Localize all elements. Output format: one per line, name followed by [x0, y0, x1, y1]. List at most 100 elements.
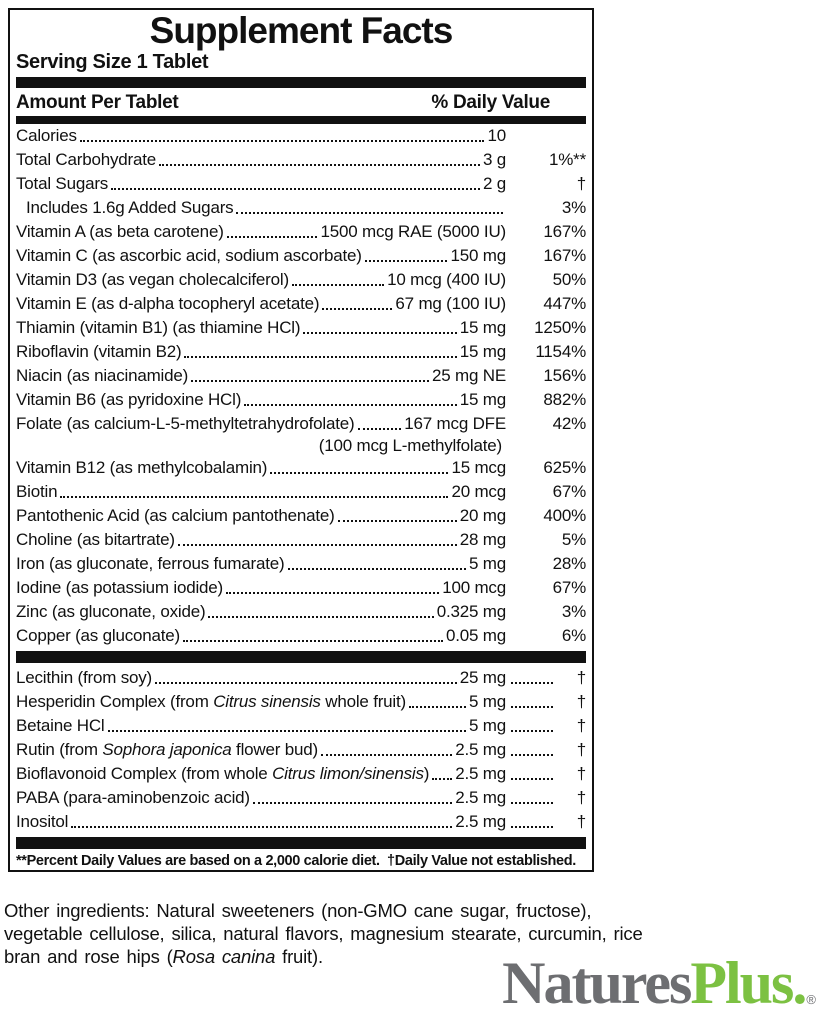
nutrient-name: Riboflavin (vitamin B2)	[16, 342, 182, 361]
nutrient-name: Includes 1.6g Added Sugars	[26, 198, 234, 217]
dot-leader	[71, 826, 453, 828]
nutrient-name: PABA (para-aminobenzoic acid)	[16, 788, 250, 807]
nutrient-daily-value: 167%	[543, 246, 586, 265]
section-divider	[16, 77, 586, 88]
nutrient-daily-value: 28%	[552, 554, 587, 573]
nutrient-amount: 100 mcg	[442, 578, 506, 597]
nutrient-daily-value: †	[576, 740, 586, 759]
nutrient-daily-value: 882%	[543, 390, 586, 409]
nutrient-name: Bioflavonoid Complex (from whole Citrus …	[16, 764, 430, 783]
nutrient-row: Vitamin D3 (as vegan cholecalciferol) 10…	[16, 268, 586, 292]
dot-leader-mid	[511, 706, 553, 708]
dot-leader	[364, 260, 448, 262]
nutrient-row: Vitamin C (as ascorbic acid, sodium asco…	[16, 244, 586, 268]
nutrient-amount: 0.05 mg	[445, 626, 506, 645]
nutrient-name: Pantothenic Acid (as calcium pantothenat…	[16, 506, 335, 525]
nutrient-amount: 5 mg	[469, 692, 506, 711]
nutrient-daily-value: †	[576, 692, 586, 711]
nutrient-daily-value: 1250%	[534, 318, 586, 337]
nutrient-amount: 2.5 mg	[455, 788, 506, 807]
nutrient-amount: 15 mg	[459, 342, 506, 361]
nutrient-daily-value: †	[576, 788, 586, 807]
nutrient-rows-main: Calories 10 Total Carbohydrate 3 g 1%** …	[16, 124, 586, 648]
dot-leader	[177, 544, 457, 546]
nutrient-row: Bioflavonoid Complex (from whole Citrus …	[16, 762, 586, 786]
nutrient-name: Vitamin D3 (as vegan cholecalciferol)	[16, 270, 289, 289]
nutrient-row: Vitamin B6 (as pyridoxine HCl) 15 mg 882…	[16, 388, 586, 412]
dot-leader-mid	[511, 778, 553, 780]
nutrient-amount: 2.5 mg	[455, 764, 506, 783]
nutrient-daily-value: 67%	[552, 482, 587, 501]
nutrient-name: Inositol	[16, 812, 69, 831]
nutrient-name: Vitamin B12 (as methylcobalamin)	[16, 458, 268, 477]
nutrient-row: Betaine HCl 5 mg †	[16, 714, 586, 738]
nutrient-daily-value: 3%	[561, 602, 586, 621]
nutrient-row: Thiamin (vitamin B1) (as thiamine HCl) 1…	[16, 316, 586, 340]
dot-leader	[291, 284, 385, 286]
other-ingredients: Other ingredients: Natural sweeteners (n…	[4, 899, 643, 967]
section-divider	[16, 651, 586, 663]
brand-logo: NaturesPlus.®	[502, 952, 816, 1031]
dot-leader	[287, 568, 466, 570]
nutrient-amount: 3 g	[482, 150, 506, 169]
dot-leader	[432, 778, 453, 780]
nutrient-daily-value: 447%	[543, 294, 586, 313]
dot-leader	[107, 730, 466, 732]
nutrient-name: Choline (as bitartrate)	[16, 530, 175, 549]
nutrient-amount: 1500 mcg RAE (5000 IU)	[320, 222, 506, 241]
dot-leader-mid	[511, 730, 553, 732]
nutrient-row: Hesperidin Complex (from Citrus sinensis…	[16, 690, 586, 714]
nutrient-name: Lecithin (from soy)	[16, 668, 153, 687]
nutrient-name: Vitamin A (as beta carotene)	[16, 222, 224, 241]
col-amount-label: Amount Per Tablet	[16, 92, 179, 113]
nutrient-name: Total Sugars	[16, 174, 109, 193]
section-divider	[16, 837, 586, 849]
nutrient-row: Vitamin A (as beta carotene) 1500 mcg RA…	[16, 220, 586, 244]
dot-leader	[252, 802, 453, 804]
nutrient-name: Zinc (as gluconate, oxide)	[16, 602, 206, 621]
nutrient-row: Folate (as calcium-L-5-methyltetrahydrof…	[16, 412, 586, 436]
nutrient-amount: 2.5 mg	[455, 812, 506, 831]
nutrient-amount: 67 mg (100 IU)	[395, 294, 506, 313]
nutrient-daily-value: †	[576, 764, 586, 783]
logo-natures: Natures	[502, 950, 692, 1016]
nutrient-name: Iodine (as potassium iodide)	[16, 578, 224, 597]
dot-leader	[337, 520, 457, 522]
nutrient-name: Iron (as gluconate, ferrous fumarate)	[16, 554, 285, 573]
dot-leader-mid	[511, 802, 553, 804]
nutrient-daily-value: 50%	[552, 270, 587, 289]
supplement-facts-panel: Supplement Facts Serving Size 1 Tablet A…	[8, 8, 594, 872]
dot-leader	[79, 140, 485, 142]
nutrient-amount: 2.5 mg	[455, 740, 506, 759]
nutrient-row: Rutin (from Sophora japonica flower bud)…	[16, 738, 586, 762]
nutrient-amount: 15 mg	[459, 390, 506, 409]
nutrient-amount: 15 mg	[459, 318, 506, 337]
dot-leader	[159, 164, 480, 166]
nutrient-row: Vitamin E (as d-alpha tocopheryl acetate…	[16, 292, 586, 316]
dot-leader	[226, 592, 440, 594]
nutrient-amount: 5 mg	[469, 554, 506, 573]
nutrient-amount: 25 mg	[459, 668, 506, 687]
nutrient-row: Vitamin B12 (as methylcobalamin) 15 mcg …	[16, 456, 586, 480]
nutrient-daily-value: 625%	[543, 458, 586, 477]
nutrient-row: Pantothenic Acid (as calcium pantothenat…	[16, 504, 586, 528]
dot-leader	[244, 404, 457, 406]
dot-leader	[322, 308, 393, 310]
dot-leader-mid	[511, 754, 553, 756]
nutrient-amount: 20 mg	[459, 506, 506, 525]
nutrient-amount: 167 mcg DFE	[404, 414, 506, 433]
nutrient-daily-value: 1154%	[535, 342, 586, 361]
nutrient-name: Niacin (as niacinamide)	[16, 366, 189, 385]
nutrient-amount: 5 mg	[469, 716, 506, 735]
nutrient-name: Copper (as gluconate)	[16, 626, 181, 645]
nutrient-row: Copper (as gluconate) 0.05 mg 6%	[16, 624, 586, 648]
serving-size: Serving Size 1 Tablet	[16, 51, 209, 73]
dot-leader	[303, 332, 457, 334]
nutrient-row: Total Sugars 2 g †	[16, 172, 586, 196]
dot-leader	[226, 236, 318, 238]
dot-leader	[191, 380, 429, 382]
nutrient-name: Biotin	[16, 482, 58, 501]
nutrient-daily-value: †	[576, 716, 586, 735]
nutrient-name: Thiamin (vitamin B1) (as thiamine HCl)	[16, 318, 301, 337]
dot-leader-mid	[511, 682, 553, 684]
